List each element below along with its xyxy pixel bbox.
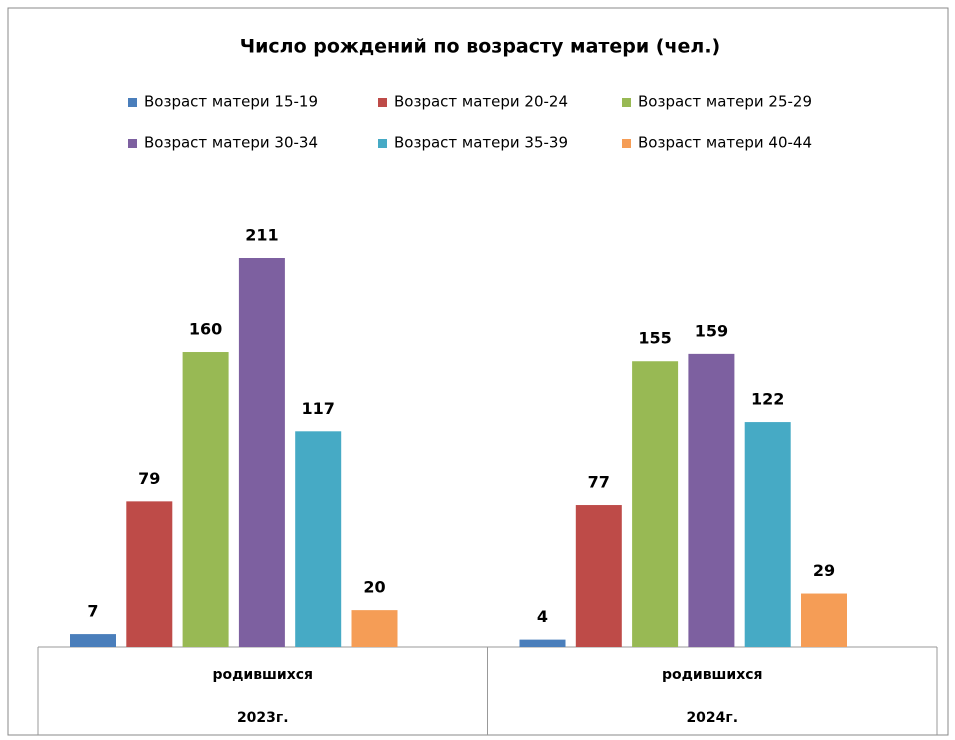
legend-label: Возраст матери 20-24 [394,93,568,111]
legend-label: Возраст матери 15-19 [144,93,318,111]
category-label: 2023г. [237,710,289,726]
bar [519,639,566,647]
category-label: 2024г. [686,710,738,726]
category-label: родившихся [662,667,763,683]
data-label: 155 [638,329,671,348]
data-label: 79 [138,469,160,488]
bar [70,634,116,647]
legend-label: Возраст матери 40-44 [638,134,812,152]
data-label: 4 [537,607,548,626]
bar [688,353,735,647]
category-label: родившихся [212,667,313,683]
chart-title: Число рождений по возрасту матери (чел.) [240,36,721,58]
bar [351,610,398,647]
legend-swatch [128,139,137,148]
data-label: 29 [813,561,835,580]
data-label: 20 [363,578,385,597]
bar [801,593,847,647]
legend-label: Возраст матери 25-29 [638,93,812,111]
data-label: 77 [588,473,610,492]
legend-swatch [378,98,387,107]
bar [238,258,285,647]
bar [632,361,679,647]
data-label: 159 [695,321,728,340]
legend-swatch [622,98,631,107]
data-label: 122 [751,390,784,409]
bar [182,352,229,647]
legend-swatch [128,98,137,107]
legend-label: Возраст матери 35-39 [394,134,568,152]
legend-label: Возраст матери 30-34 [144,134,318,152]
data-label: 211 [245,226,278,245]
legend-swatch [622,139,631,148]
data-label: 7 [87,602,98,621]
bar [575,505,622,647]
bar [126,501,173,647]
bar [744,422,791,647]
data-label: 160 [189,320,222,339]
legend-swatch [378,139,387,148]
data-label: 117 [301,399,334,418]
bar [295,431,342,647]
